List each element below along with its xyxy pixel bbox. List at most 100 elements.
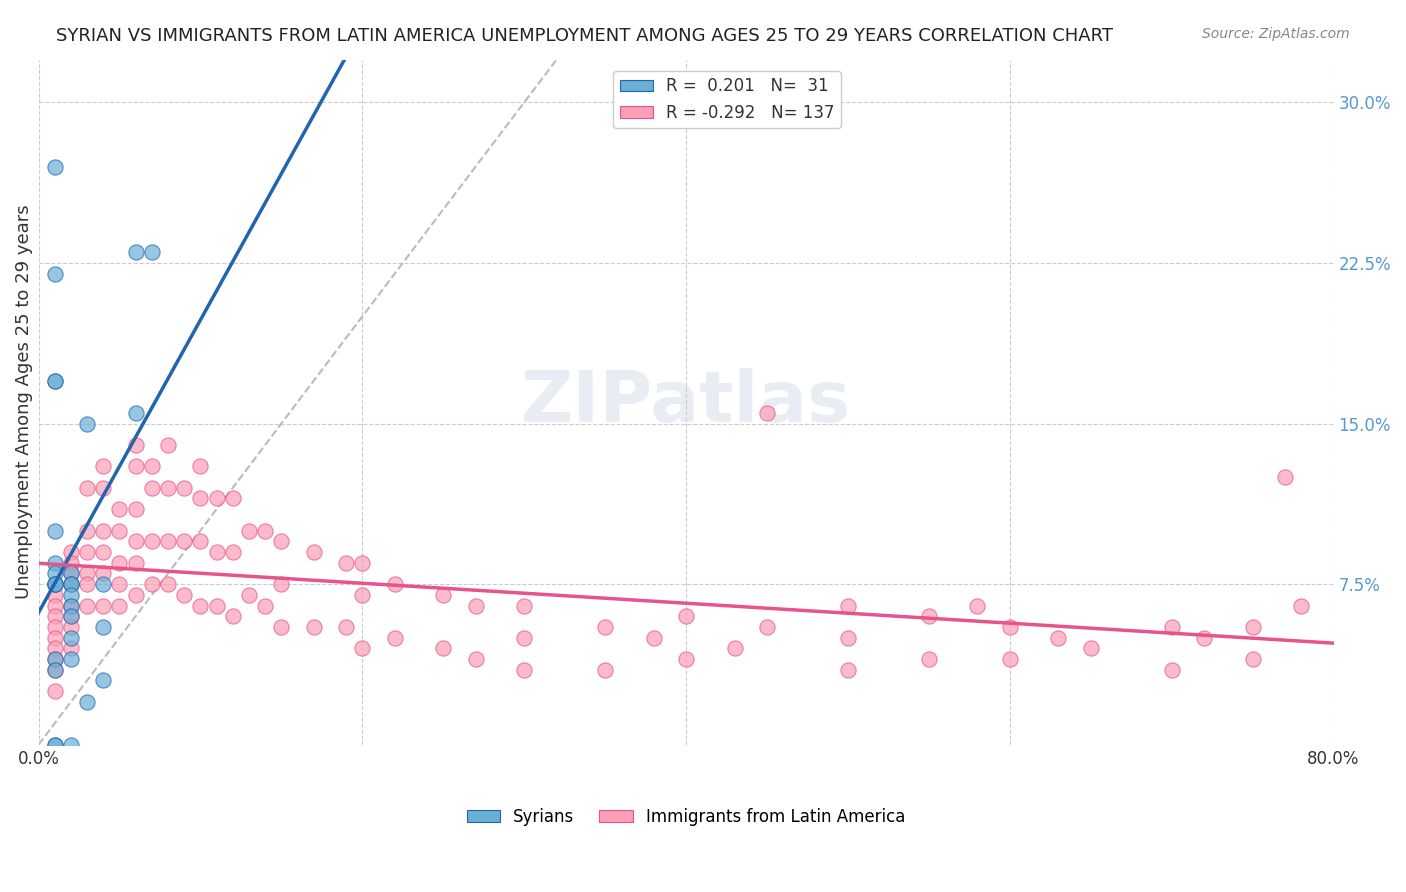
Point bbox=[59, 652, 82, 666]
Point bbox=[59, 631, 82, 645]
Point bbox=[59, 577, 82, 591]
Point bbox=[124, 245, 146, 260]
Point bbox=[108, 556, 131, 570]
Point bbox=[1274, 470, 1296, 484]
Point bbox=[464, 599, 486, 613]
Point bbox=[1047, 631, 1070, 645]
Point bbox=[44, 577, 66, 591]
Point bbox=[76, 599, 98, 613]
Point bbox=[270, 620, 292, 634]
Point bbox=[205, 491, 228, 506]
Point bbox=[124, 588, 146, 602]
Point bbox=[108, 599, 131, 613]
Point bbox=[59, 577, 82, 591]
Text: ZIPatlas: ZIPatlas bbox=[522, 368, 851, 436]
Point bbox=[76, 481, 98, 495]
Point bbox=[44, 588, 66, 602]
Point bbox=[59, 599, 82, 613]
Point bbox=[59, 566, 82, 581]
Point bbox=[141, 577, 163, 591]
Point bbox=[1192, 631, 1215, 645]
Point bbox=[44, 556, 66, 570]
Point bbox=[837, 599, 859, 613]
Point bbox=[432, 641, 454, 656]
Point bbox=[59, 620, 82, 634]
Point bbox=[44, 577, 66, 591]
Point bbox=[352, 641, 374, 656]
Point bbox=[1160, 620, 1182, 634]
Point bbox=[91, 459, 114, 474]
Point bbox=[141, 245, 163, 260]
Point bbox=[238, 524, 260, 538]
Point bbox=[998, 652, 1021, 666]
Point bbox=[44, 641, 66, 656]
Point bbox=[59, 738, 82, 752]
Point bbox=[173, 534, 195, 549]
Point bbox=[384, 577, 406, 591]
Point bbox=[837, 663, 859, 677]
Point bbox=[302, 545, 325, 559]
Point bbox=[44, 566, 66, 581]
Point bbox=[91, 545, 114, 559]
Point bbox=[59, 599, 82, 613]
Point bbox=[91, 524, 114, 538]
Point bbox=[190, 459, 212, 474]
Point bbox=[205, 545, 228, 559]
Point bbox=[91, 599, 114, 613]
Point bbox=[918, 609, 941, 624]
Point bbox=[76, 566, 98, 581]
Point bbox=[302, 620, 325, 634]
Point bbox=[108, 524, 131, 538]
Text: SYRIAN VS IMMIGRANTS FROM LATIN AMERICA UNEMPLOYMENT AMONG AGES 25 TO 29 YEARS C: SYRIAN VS IMMIGRANTS FROM LATIN AMERICA … bbox=[56, 27, 1114, 45]
Point bbox=[91, 481, 114, 495]
Point bbox=[44, 663, 66, 677]
Point bbox=[44, 738, 66, 752]
Point bbox=[432, 588, 454, 602]
Point bbox=[91, 673, 114, 688]
Point bbox=[59, 556, 82, 570]
Point bbox=[44, 620, 66, 634]
Point bbox=[141, 481, 163, 495]
Point bbox=[837, 631, 859, 645]
Point bbox=[44, 374, 66, 388]
Point bbox=[675, 652, 697, 666]
Point bbox=[190, 491, 212, 506]
Point bbox=[59, 577, 82, 591]
Point bbox=[190, 534, 212, 549]
Point bbox=[124, 502, 146, 516]
Point bbox=[44, 267, 66, 281]
Point bbox=[91, 577, 114, 591]
Point bbox=[1160, 663, 1182, 677]
Point bbox=[270, 534, 292, 549]
Point bbox=[593, 620, 616, 634]
Point bbox=[124, 406, 146, 420]
Point bbox=[966, 599, 988, 613]
Point bbox=[335, 556, 357, 570]
Point bbox=[1241, 652, 1264, 666]
Point bbox=[513, 663, 536, 677]
Point bbox=[76, 524, 98, 538]
Point bbox=[76, 577, 98, 591]
Point bbox=[1241, 620, 1264, 634]
Point bbox=[205, 599, 228, 613]
Text: Source: ZipAtlas.com: Source: ZipAtlas.com bbox=[1202, 27, 1350, 41]
Point bbox=[270, 577, 292, 591]
Point bbox=[157, 438, 180, 452]
Point bbox=[593, 663, 616, 677]
Point bbox=[44, 374, 66, 388]
Point bbox=[141, 459, 163, 474]
Point bbox=[91, 620, 114, 634]
Point bbox=[44, 652, 66, 666]
Point bbox=[464, 652, 486, 666]
Point bbox=[222, 491, 245, 506]
Point bbox=[1289, 599, 1312, 613]
Point bbox=[59, 566, 82, 581]
Point bbox=[44, 738, 66, 752]
Point bbox=[173, 481, 195, 495]
Point bbox=[59, 641, 82, 656]
Point bbox=[254, 599, 277, 613]
Point bbox=[643, 631, 665, 645]
Point bbox=[157, 577, 180, 591]
Point bbox=[59, 609, 82, 624]
Point bbox=[44, 577, 66, 591]
